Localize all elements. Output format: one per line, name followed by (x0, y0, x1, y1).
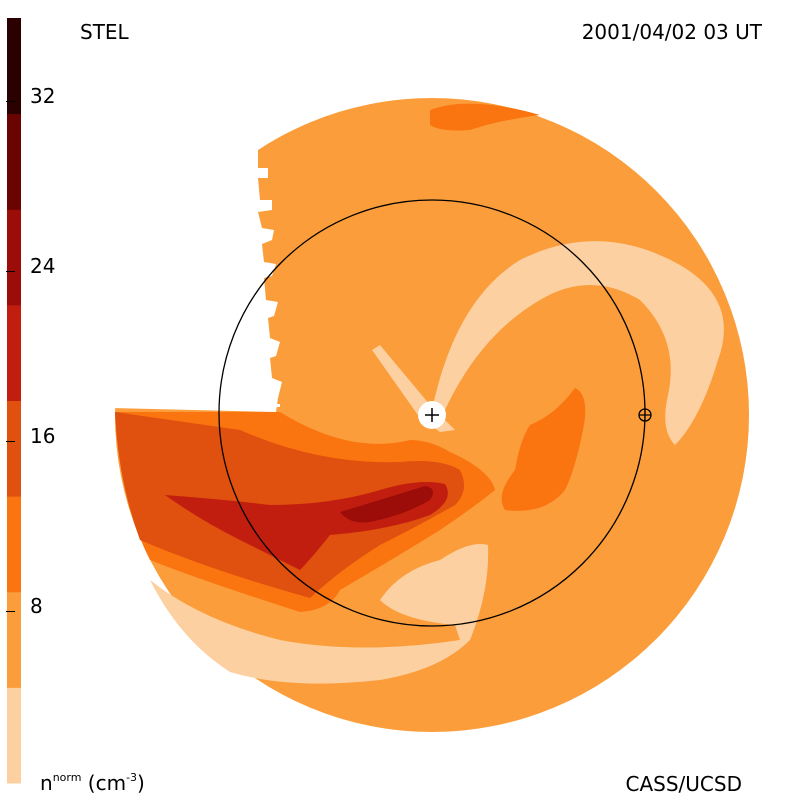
credit-label: CASS/UCSD (625, 772, 742, 796)
density-map (110, 98, 749, 732)
density-region-light-right (432, 241, 724, 445)
colorbar-tick-label-8: 8 (30, 594, 43, 618)
colorbar-segment (7, 591, 21, 688)
unit-sup: norm (52, 771, 82, 784)
colorbar-segment (7, 400, 21, 497)
colorbar-segment (7, 687, 21, 784)
colorbar-tick-24 (6, 271, 15, 272)
unit-rest: (cm (81, 771, 127, 795)
unit-base: n (40, 771, 53, 795)
datetime-label: 2001/04/02 03 UT (581, 20, 762, 44)
nodata-gap (110, 150, 282, 412)
colorbar-segment (7, 18, 21, 115)
colorbar-segment (7, 496, 21, 593)
colorbar-segment (7, 113, 21, 210)
colorbar-segment (7, 304, 21, 401)
colorbar-tick-label-24: 24 (30, 254, 56, 278)
colorbar-segment (7, 209, 21, 306)
unit-rest-sup: -3 (126, 771, 138, 784)
nodata-line (115, 404, 280, 407)
density-region-orange-right (501, 388, 586, 511)
unit-close: ) (137, 771, 145, 795)
colorbar-tick-label-16: 16 (30, 424, 56, 448)
colorbar-tick-8 (6, 611, 15, 612)
colorbar-tick-32 (6, 101, 15, 102)
density-region-top (430, 103, 540, 131)
density-band-dark-red (340, 486, 434, 523)
colorbar-unit-label: nnorm (cm-3) (40, 772, 145, 793)
density-region-light-lower (150, 544, 489, 684)
source-label: STEL (80, 20, 129, 44)
colorbar-tick-label-32: 32 (30, 84, 56, 108)
colorbar-tick-16 (6, 441, 15, 442)
